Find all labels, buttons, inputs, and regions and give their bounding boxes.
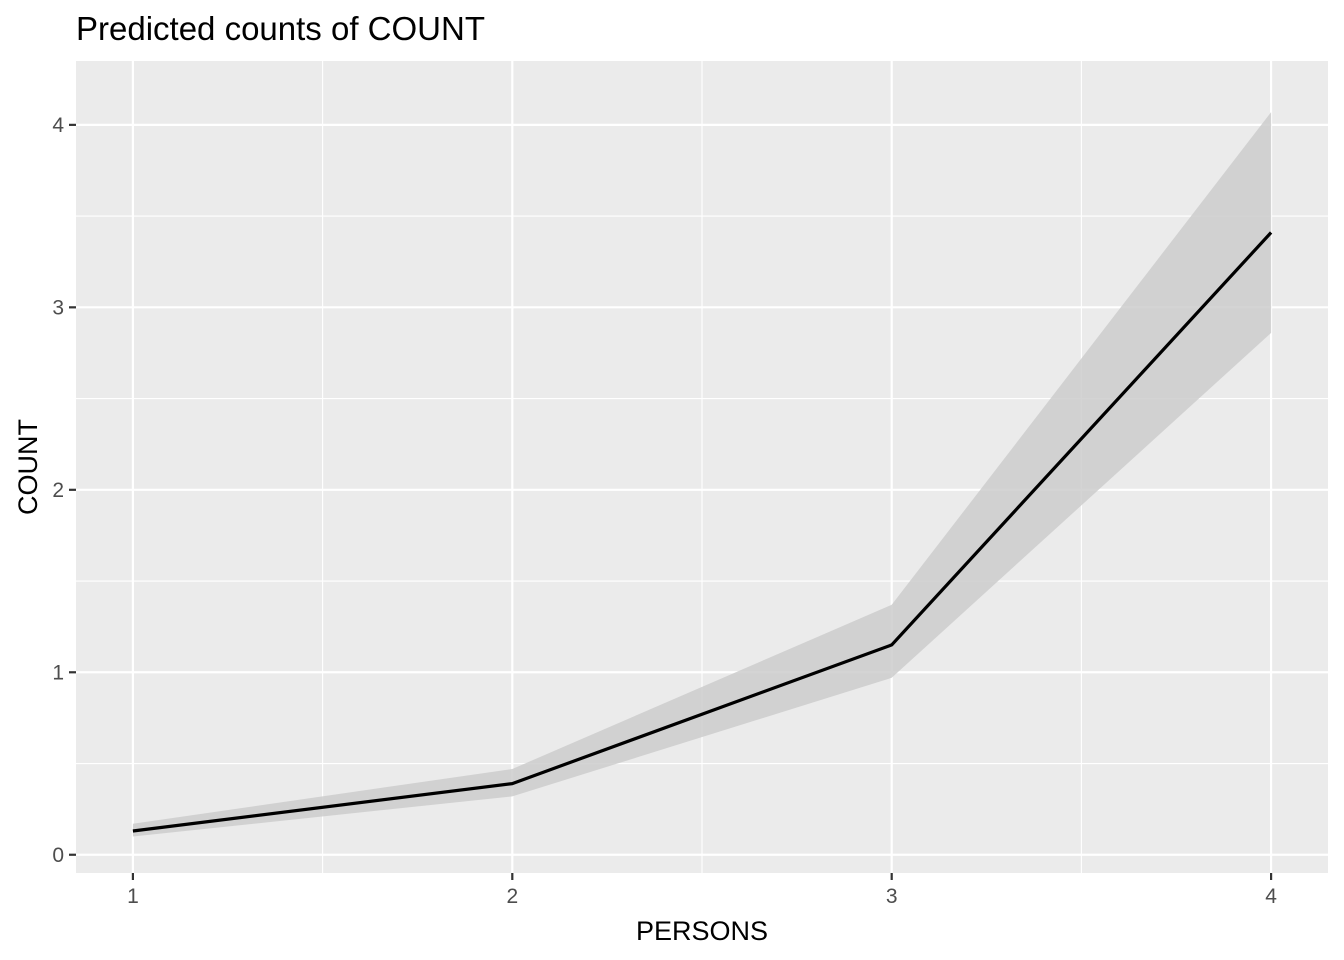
x-axis-title: PERSONS — [636, 916, 768, 946]
y-tick-label: 0 — [52, 844, 64, 867]
x-tick-label: 1 — [127, 885, 139, 908]
x-tick-label: 2 — [506, 885, 518, 908]
y-tick-label: 1 — [52, 661, 64, 684]
y-axis-title: COUNT — [13, 419, 43, 515]
axes: 1 2 3 4 0 1 2 3 4 — [52, 114, 1277, 908]
y-tick-label: 2 — [52, 479, 64, 502]
confidence-ribbon — [132, 112, 1272, 837]
y-tick-label: 4 — [52, 114, 64, 137]
y-tick-label: 3 — [52, 296, 64, 319]
x-tick-label: 3 — [886, 885, 898, 908]
major-gridlines — [76, 61, 1328, 873]
prediction-line — [132, 231, 1273, 833]
x-tick-label: 4 — [1265, 885, 1277, 908]
chart-title: Predicted counts of COUNT — [76, 10, 485, 47]
